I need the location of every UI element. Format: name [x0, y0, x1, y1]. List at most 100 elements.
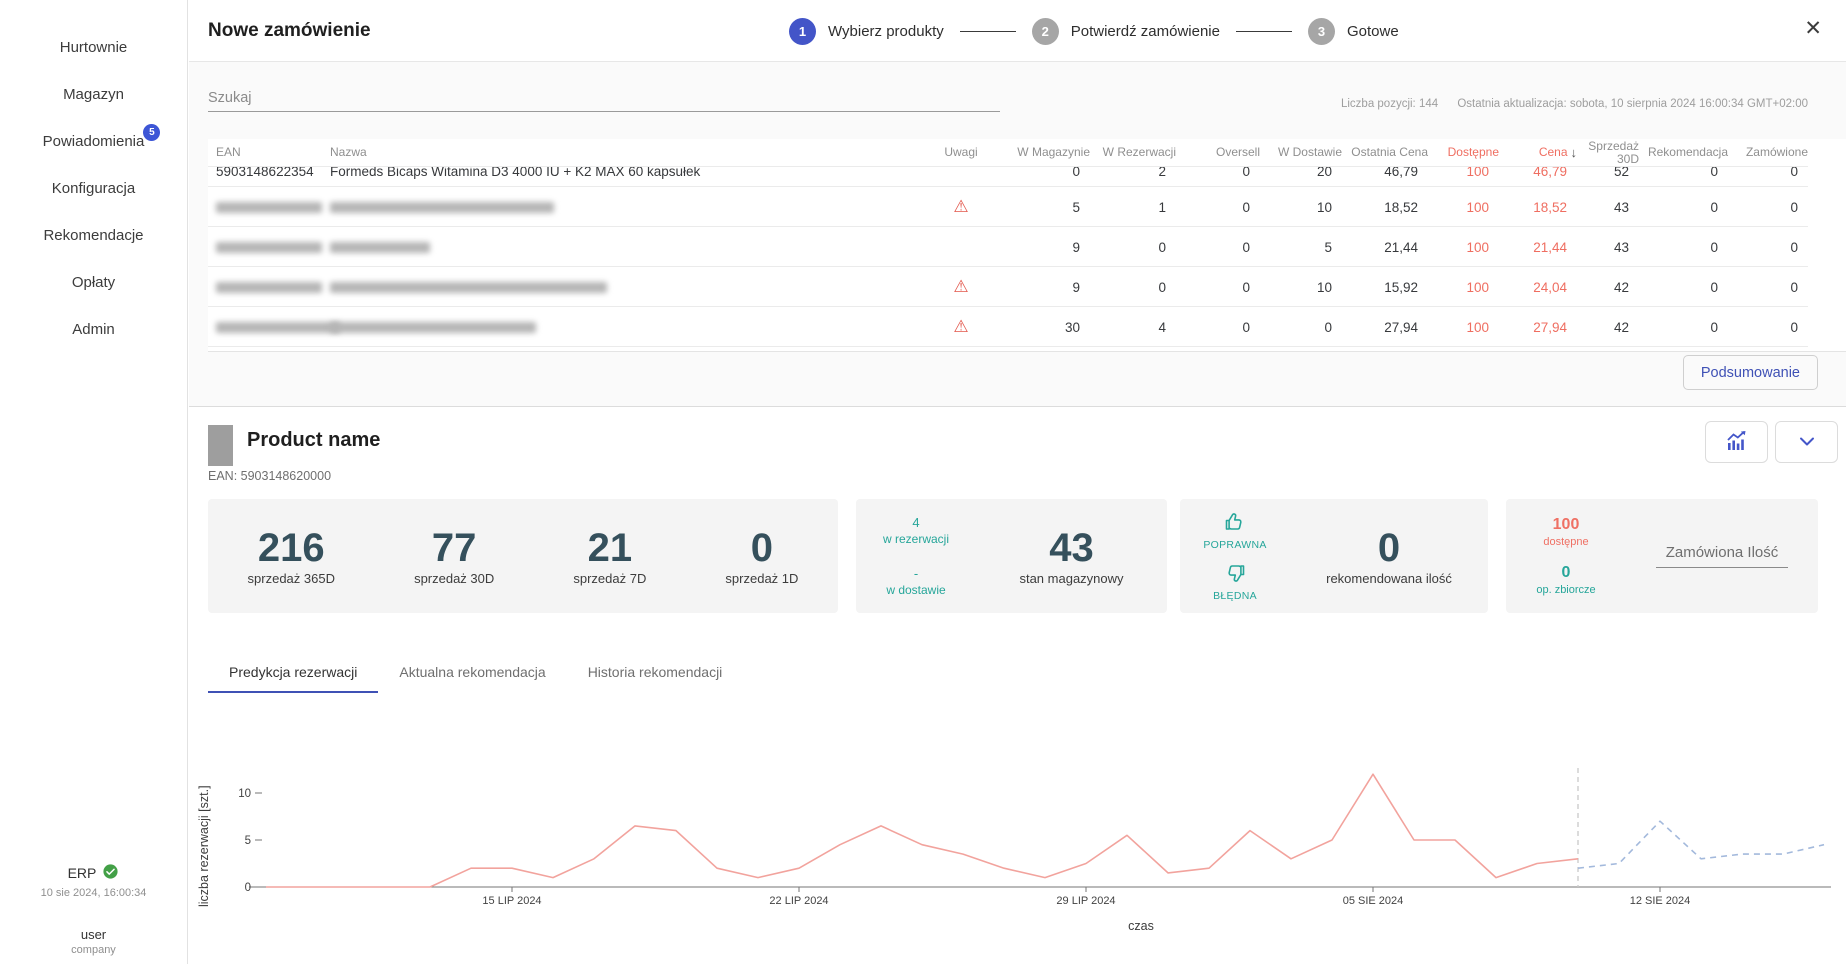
sidebar-item-magazyn[interactable]: Magazyn	[0, 71, 187, 118]
table-row[interactable]: ⚠5101018,5210018,524300	[208, 187, 1808, 227]
sidebar-item-hurtownie[interactable]: Hurtownie	[0, 24, 187, 71]
redacted-name	[330, 282, 607, 293]
value-cell: 0	[1639, 280, 1728, 295]
sales-stat-label: sprzedaż 7D	[573, 571, 646, 586]
bulk-pack-label: op. zbiorcze	[1506, 584, 1626, 596]
recommendation-wrong-label: BŁĘDNA	[1213, 590, 1257, 602]
value-cell: 46,79	[1499, 167, 1577, 179]
page-title: Nowe zamówienie	[208, 20, 371, 42]
step-label: Wybierz produkty	[828, 23, 944, 40]
ean-cell: 5903148622354	[208, 167, 322, 179]
value-cell: 0	[1176, 167, 1260, 179]
ean-cell	[208, 320, 322, 335]
tab-historia-rekomendacji[interactable]: Historia rekomendacji	[567, 653, 744, 693]
name-cell: Formeds Bicaps Witamina D3 4000 IU + K2 …	[322, 167, 929, 179]
search-input[interactable]	[208, 84, 1000, 112]
stock-level-stat: 43 stan magazynowy	[976, 527, 1167, 586]
column-header-rekomendacja[interactable]: Rekomendacja	[1639, 146, 1728, 159]
svg-text:29 LIP 2024: 29 LIP 2024	[1056, 895, 1115, 906]
stock-level-label: stan magazynowy	[976, 571, 1167, 586]
step-2-inactive[interactable]: 2Potwierdź zamówienie	[1032, 18, 1220, 45]
value-cell: 0	[1176, 320, 1260, 335]
column-header-cena[interactable]: Cena↓	[1499, 146, 1577, 159]
close-icon[interactable]: ✕	[1804, 18, 1822, 39]
sidebar-footer: ERP 10 sie 2024, 16:00:34 user company	[0, 863, 187, 956]
value-cell: 52	[1577, 167, 1639, 179]
sidebar-item-powiadomienia[interactable]: Powiadomienia5	[0, 118, 187, 165]
thumb-down-icon	[1222, 573, 1248, 588]
redacted-ean	[216, 242, 322, 253]
value-cell: 18,52	[1342, 200, 1428, 215]
column-header-w-magazynie[interactable]: W Magazynie	[993, 146, 1090, 159]
recommendation-wrong-button[interactable]: BŁĘDNA	[1213, 561, 1257, 602]
column-header-ostatnia-cena[interactable]: Ostatnia Cena	[1342, 146, 1428, 159]
table-row[interactable]: 5903148622354Formeds Bicaps Witamina D3 …	[208, 167, 1808, 187]
tab-predykcja-rezerwacji[interactable]: Predykcja rezerwacji	[208, 653, 378, 693]
value-cell: 100	[1428, 200, 1499, 215]
product-image-placeholder	[208, 425, 233, 466]
value-cell: 0	[1176, 280, 1260, 295]
value-cell: 5	[1260, 240, 1342, 255]
value-cell: 100	[1428, 240, 1499, 255]
table-row[interactable]: 900521,4410021,444300	[208, 227, 1808, 267]
svg-text:5: 5	[245, 835, 251, 847]
column-header-w-dostawie[interactable]: W Dostawie	[1260, 146, 1342, 159]
erp-sync-timestamp: 10 sie 2024, 16:00:34	[0, 887, 187, 899]
value-cell: 27,94	[1342, 320, 1428, 335]
collapse-panel-button[interactable]	[1775, 421, 1838, 463]
column-header-dostepne[interactable]: Dostępne	[1428, 146, 1499, 159]
uwagi-cell: ⚠	[929, 277, 993, 297]
erp-status: ERP	[0, 863, 187, 883]
step-3-inactive[interactable]: 3Gotowe	[1308, 18, 1399, 45]
column-header-nazwa[interactable]: Nazwa	[322, 146, 929, 159]
column-header-ean[interactable]: EAN	[208, 146, 322, 159]
step-1-active[interactable]: 1Wybierz produkty	[789, 18, 944, 45]
svg-text:12 SIE 2024: 12 SIE 2024	[1630, 895, 1691, 906]
value-cell: 0	[1728, 200, 1808, 215]
sidebar-item-rekomendacje[interactable]: Rekomendacje	[0, 212, 187, 259]
table-body: 5903148622354Formeds Bicaps Witamina D3 …	[208, 167, 1808, 347]
column-header-w-rezerwacji[interactable]: W Rezerwacji	[1090, 146, 1176, 159]
chart-toggle-button[interactable]	[1705, 421, 1768, 463]
column-header-sprzedaz-30d[interactable]: Sprzedaż30D	[1577, 140, 1639, 166]
sidebar-nav: HurtownieMagazynPowiadomienia5Konfigurac…	[0, 0, 187, 353]
chart-x-axis-label: czas	[339, 919, 1846, 933]
sales-stat-value: 0	[725, 527, 798, 569]
sales-stat-value: 77	[414, 527, 494, 569]
value-cell: 46,79	[1342, 167, 1428, 179]
redacted-ean	[216, 322, 340, 333]
sidebar-item-label: Opłaty	[72, 274, 115, 291]
value-cell: 100	[1428, 280, 1499, 295]
product-ean: EAN: 5903148620000	[208, 469, 331, 483]
ordered-quantity-input[interactable]	[1656, 544, 1788, 568]
sidebar-item-oplaty[interactable]: Opłaty	[0, 259, 187, 306]
sidebar-item-label: Admin	[72, 321, 115, 338]
tab-aktualna-rekomendacja[interactable]: Aktualna rekomendacja	[378, 653, 566, 693]
value-cell: 0	[1728, 167, 1808, 179]
value-cell: 20	[1260, 167, 1342, 179]
value-cell: 0	[1728, 240, 1808, 255]
sidebar-item-konfiguracja[interactable]: Konfiguracja	[0, 165, 187, 212]
redacted-name	[330, 202, 554, 213]
name-cell	[322, 240, 929, 255]
table-row[interactable]: ⚠9001015,9210024,044200	[208, 267, 1808, 307]
table-header-row: EANNazwaUwagiW MagazynieW RezerwacjiOver…	[208, 139, 1808, 167]
company-name: company	[0, 944, 187, 956]
summary-button[interactable]: Podsumowanie	[1683, 355, 1818, 390]
column-header-oversell[interactable]: Oversell	[1176, 146, 1260, 159]
erp-label: ERP	[68, 865, 97, 881]
notifications-badge: 5	[143, 124, 160, 141]
column-header-uwagi[interactable]: Uwagi	[929, 146, 993, 159]
sidebar-item-admin[interactable]: Admin	[0, 306, 187, 353]
delivery-value: -	[856, 566, 976, 581]
reserved-stat: 4 w rezerwacji	[856, 515, 976, 546]
svg-text:05 SIE 2024: 05 SIE 2024	[1343, 895, 1404, 906]
svg-text:0: 0	[245, 882, 251, 894]
value-cell: 0	[1176, 240, 1260, 255]
value-cell: 4	[1090, 320, 1176, 335]
table-row[interactable]: ⚠3040027,9410027,944200	[208, 307, 1808, 347]
warning-icon: ⚠	[953, 317, 968, 336]
column-header-zamowione[interactable]: Zamówione	[1728, 146, 1808, 159]
recommendation-correct-button[interactable]: POPRAWNA	[1203, 510, 1266, 551]
sales-stat-label: sprzedaż 365D	[248, 571, 335, 586]
